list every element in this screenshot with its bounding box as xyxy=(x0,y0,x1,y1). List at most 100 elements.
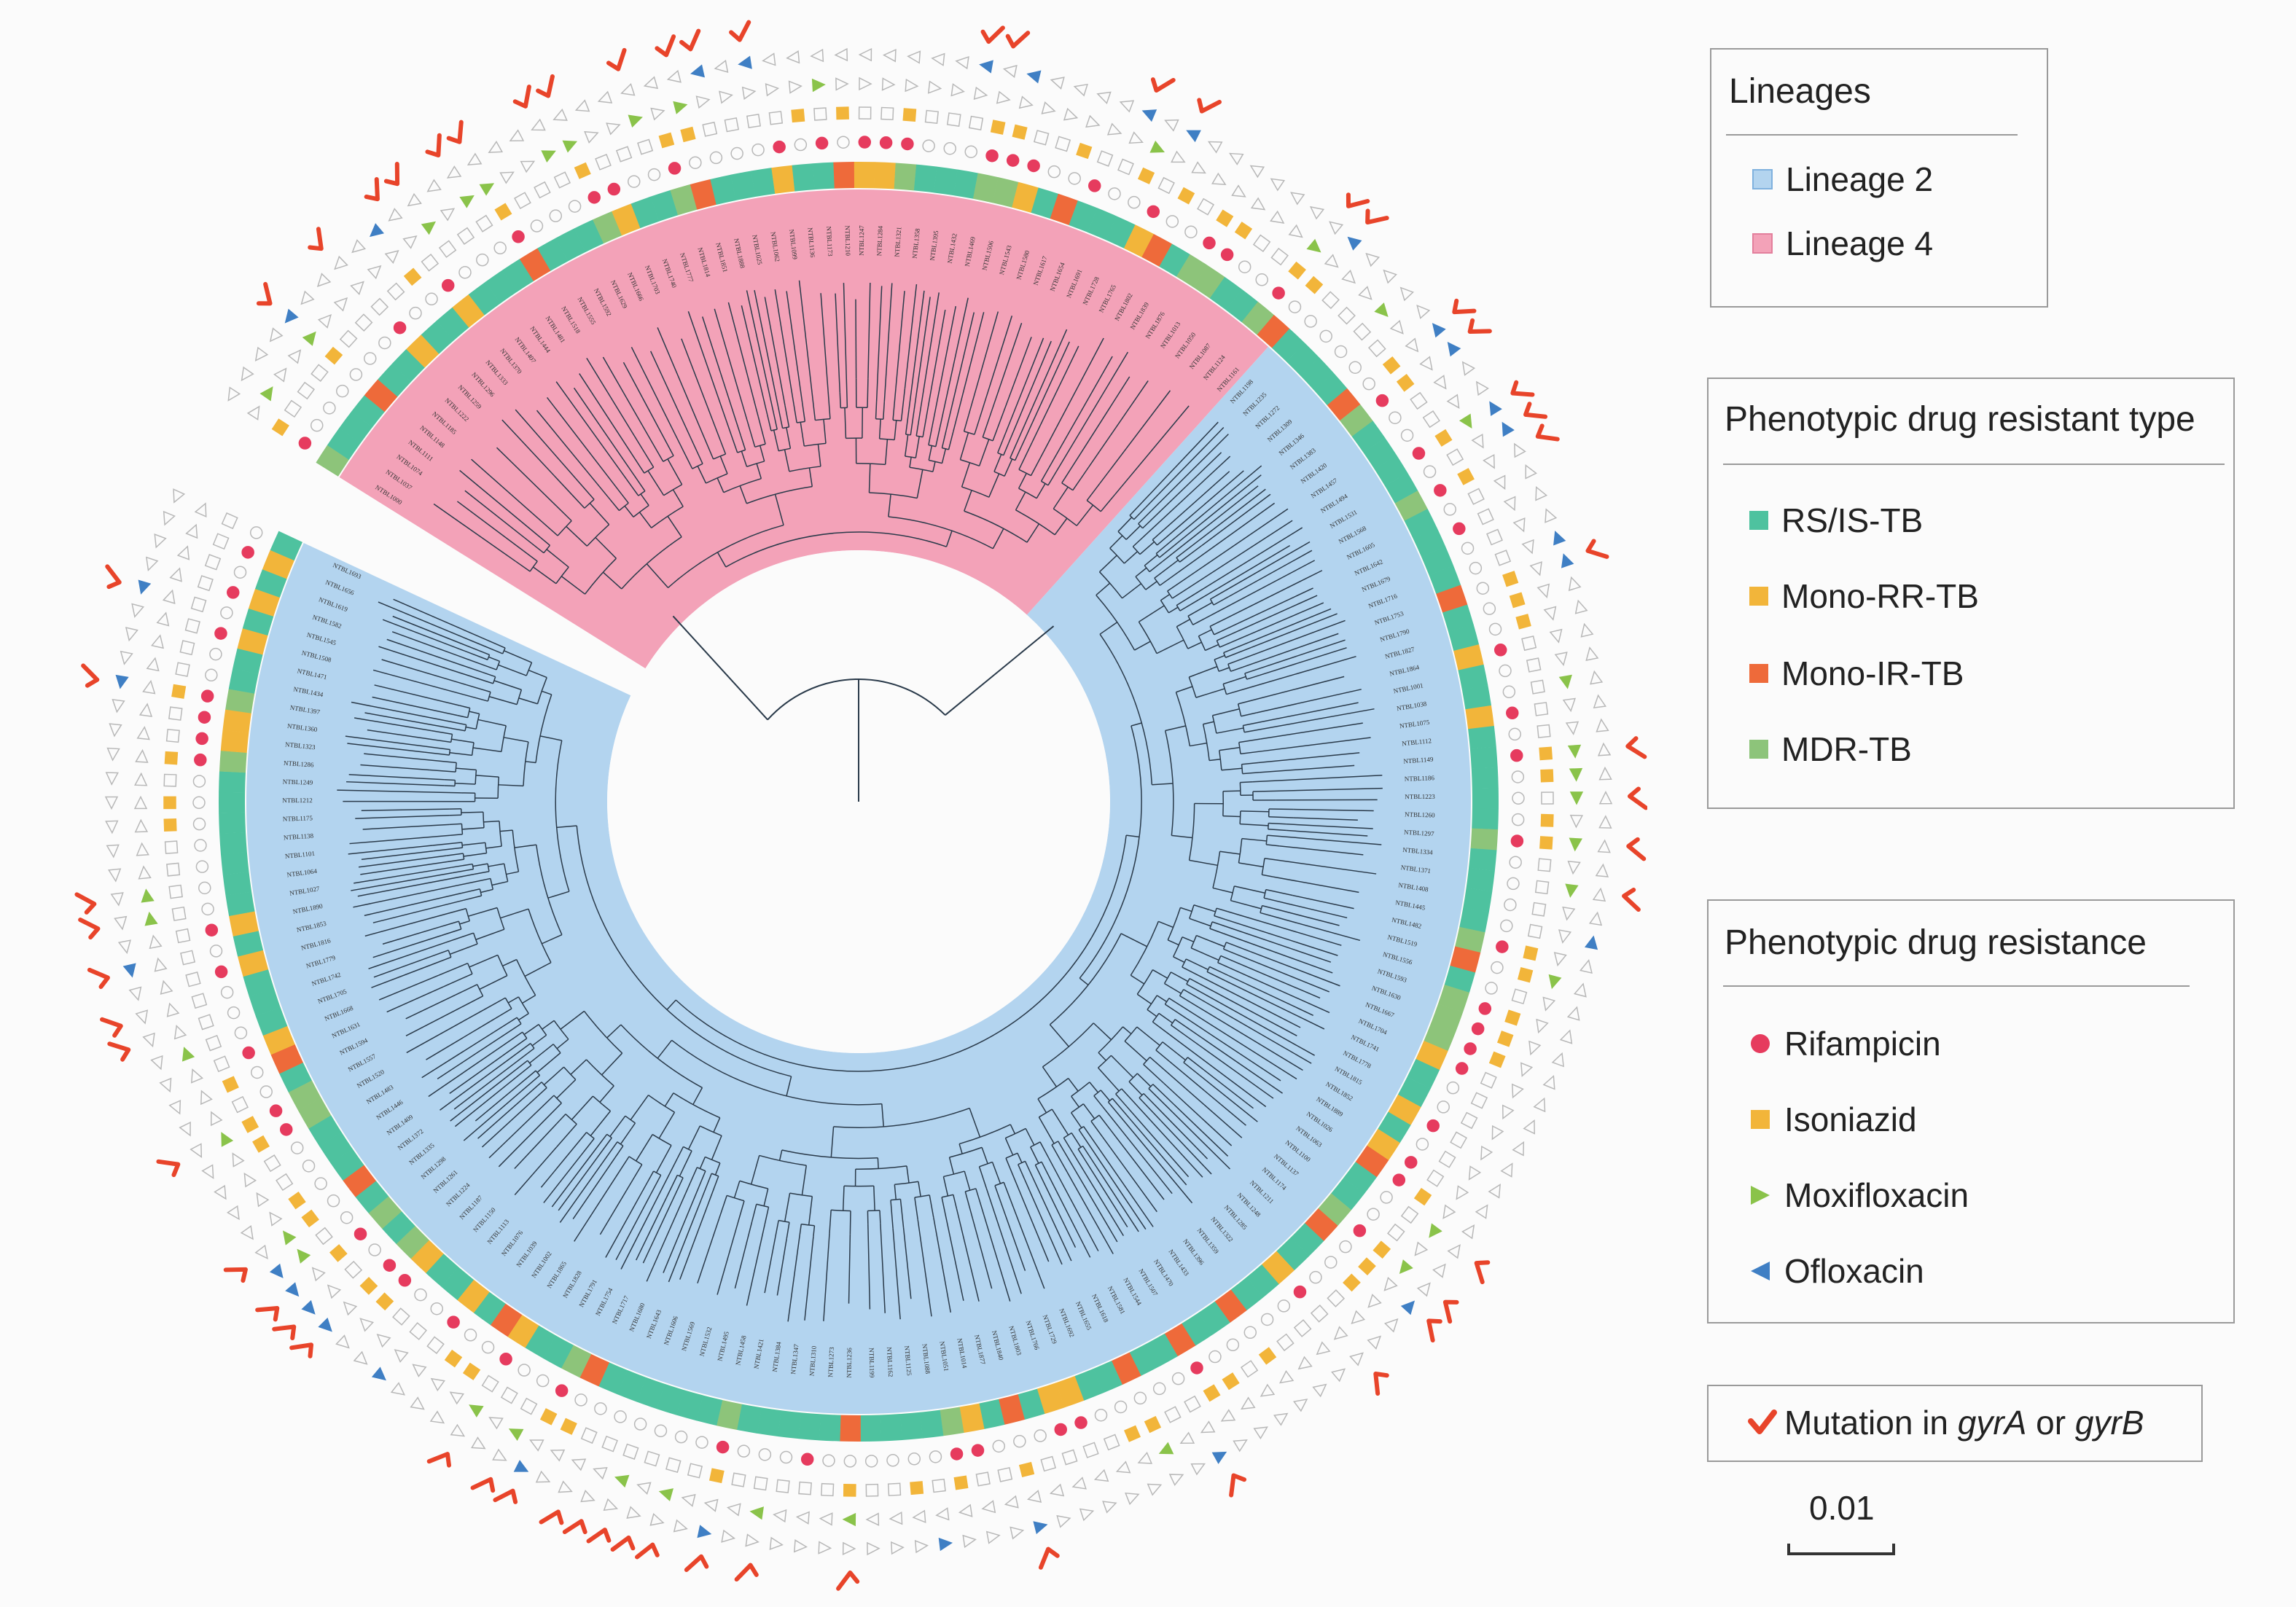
lineage-2-leaf-branch xyxy=(636,1197,668,1261)
ofloxacin-marker xyxy=(284,308,299,324)
lineage-2-leaf-branch xyxy=(1270,915,1361,942)
lineage-2-branch xyxy=(1221,767,1243,771)
lineage-2-leaf-branch xyxy=(1155,452,1222,516)
rifampicin-marker xyxy=(1288,300,1302,313)
lineage-2-leaf-branch xyxy=(405,994,456,1020)
lineage-2-branch xyxy=(658,1111,676,1139)
isoniazid-marker xyxy=(462,1362,481,1380)
isoniazid-marker xyxy=(324,346,343,365)
resistant-type-cell xyxy=(219,791,246,813)
resistant-type-cell xyxy=(1106,216,1136,249)
moxifloxacin-marker xyxy=(1468,1165,1482,1181)
lineage-4-branch xyxy=(634,458,645,474)
lineage-2-branch xyxy=(1093,1023,1112,1041)
lineage-2-branch xyxy=(1214,622,1240,636)
moxifloxacin-marker xyxy=(1128,131,1144,144)
lineage-2-branch-arc xyxy=(890,1198,901,1201)
lineage-2-branch xyxy=(1168,606,1179,614)
rifampicin-marker xyxy=(773,140,786,154)
lineage-2-branch-arc xyxy=(1096,595,1136,651)
lineage-2-leaf-branch xyxy=(1047,1189,1077,1248)
lineage-2-branch xyxy=(698,1170,706,1187)
resistant-type-cell xyxy=(676,1390,703,1421)
resistant-type-cell xyxy=(1290,1223,1324,1256)
resistant-type-cell xyxy=(1214,1289,1247,1323)
isoniazid-marker xyxy=(168,706,183,721)
lineage-4-branch xyxy=(667,444,674,456)
ofloxacin-marker xyxy=(867,1541,880,1556)
lineage-2-branch xyxy=(488,696,518,705)
resistant-type-cell xyxy=(219,812,246,834)
ofloxacin-marker xyxy=(1347,236,1362,251)
ofloxacin-marker xyxy=(1525,464,1537,480)
lineage-2-branch xyxy=(529,1044,554,1064)
lineage-2-branch-arc xyxy=(501,647,506,654)
lineage-2-branch xyxy=(708,1176,719,1203)
lineage-2-branch xyxy=(466,684,491,693)
rifampicin-marker xyxy=(200,689,214,703)
lineage-2-branch xyxy=(1117,517,1133,532)
lineage-2-branch xyxy=(1025,1128,1035,1146)
lineage-2-leaf-branch xyxy=(463,1091,521,1141)
ofloxacin-marker xyxy=(159,1077,172,1093)
tip-label: NTBL1310 xyxy=(808,1345,818,1377)
isoniazid-marker xyxy=(1511,988,1528,1005)
ofloxacin-marker xyxy=(369,223,384,238)
lineage-2-leaf-branch xyxy=(348,845,433,855)
lineage-2-branch xyxy=(444,779,456,781)
isoniazid-marker xyxy=(534,181,551,199)
lineage-2-branch-arc xyxy=(583,1010,623,1054)
resistant-type-cell xyxy=(792,163,815,192)
ofloxacin-marker xyxy=(353,1350,368,1365)
resistant-type-cell xyxy=(248,588,281,617)
lineage-2-branch xyxy=(1138,509,1152,525)
lineage-2-leaf-branch xyxy=(1260,722,1363,740)
ofloxacin-marker xyxy=(351,239,367,254)
lineage-4-leaf-branch xyxy=(1088,380,1149,468)
lineage-2-leaf-branch xyxy=(426,1020,491,1060)
rifampicin-marker xyxy=(1488,622,1502,636)
rifampicin-marker xyxy=(1165,215,1179,228)
rifampicin-marker xyxy=(1437,1100,1450,1114)
moxifloxacin-marker xyxy=(343,1301,358,1316)
moxifloxacin-marker xyxy=(367,265,382,280)
rifampicin-marker xyxy=(290,1141,304,1154)
lineage-2-branch xyxy=(1128,1081,1143,1096)
moxifloxacin-marker xyxy=(1558,929,1572,944)
ofloxacin-marker xyxy=(154,533,167,549)
lineage-2-branch xyxy=(1216,727,1244,734)
lineage-2-branch-arc xyxy=(536,845,563,935)
lineage-2-branch xyxy=(1152,1021,1167,1033)
rifampicin-marker xyxy=(922,139,935,152)
lineage-2-branch-arc xyxy=(552,1044,561,1054)
resistant-type-cell xyxy=(636,1377,665,1409)
lineage-2-branch xyxy=(1192,611,1218,625)
resistant-type-cell xyxy=(998,1394,1026,1425)
lineage-4-branch xyxy=(948,431,954,450)
isoniazid-marker xyxy=(680,126,696,143)
lineage-2-branch xyxy=(1185,958,1208,971)
rifampicin-marker xyxy=(1348,361,1362,374)
lineage-2-leaf-branch xyxy=(378,974,440,1001)
lineage-2-leaf-branch xyxy=(1246,958,1330,993)
ofloxacin-marker xyxy=(285,1282,300,1297)
mutation-check-icon xyxy=(1373,1372,1389,1396)
isoniazid-marker xyxy=(1216,209,1234,227)
lineage-2-branch xyxy=(451,863,473,868)
lineage-2-branch xyxy=(498,1023,522,1040)
lineage-2-leaf-branch xyxy=(848,1234,851,1304)
mutation-check-icon xyxy=(1474,1260,1491,1285)
lineage-2-branch xyxy=(1213,595,1230,606)
isoniazid-marker xyxy=(1203,1384,1221,1402)
moxifloxacin-marker xyxy=(950,83,965,97)
rifampicin-marker xyxy=(1511,813,1525,826)
lineage-2-branch xyxy=(714,1162,721,1176)
lineage-2-leaf-branch xyxy=(1179,474,1262,542)
tip-label: NTBL1199 xyxy=(868,1348,876,1378)
moxifloxacin-marker xyxy=(488,1417,504,1430)
isoniazid-marker xyxy=(843,1484,856,1497)
ofloxacin-marker xyxy=(1475,380,1489,396)
lineage-2-branch xyxy=(498,784,524,787)
resistant-type-cell xyxy=(798,1412,821,1441)
lineage-2-branch xyxy=(1209,966,1229,977)
